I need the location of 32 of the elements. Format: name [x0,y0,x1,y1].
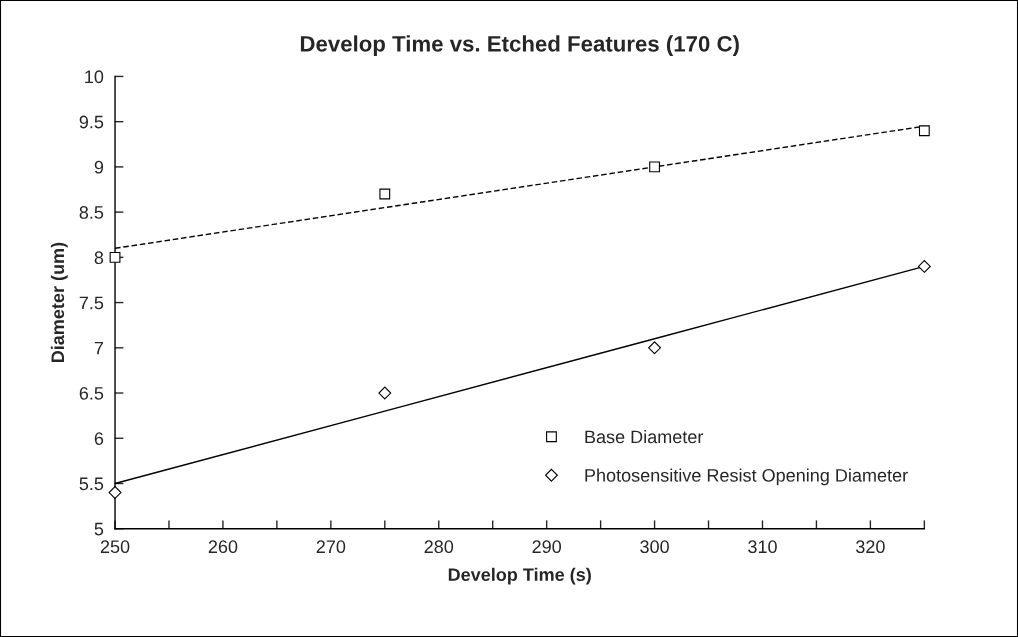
point [379,188,391,200]
chart-title: Develop Time vs. Etched Features (170 C) [300,35,739,57]
point [649,161,660,173]
y-tick-label: 9 [94,160,104,174]
y-tick-label: 7.5 [79,296,104,310]
point [109,251,121,263]
x-tick-label: 260 [208,540,238,554]
x-tick-label: 250 [100,540,130,554]
point [648,341,662,355]
point [108,486,122,499]
x-tick-label: 300 [640,540,669,554]
legend-label: Base Diameter [585,429,704,444]
y-tick-label: 8.5 [79,206,104,219]
y-tick-label: 8 [94,251,104,265]
point [917,259,931,273]
x-tick-label: 320 [856,540,885,554]
y-tick-label: 9.5 [79,115,104,129]
y-axis-title: Diameter (um) [50,242,68,363]
y-tick-label: 6 [94,432,104,445]
legend-label: Photosensitive Resist Opening Diameter [585,468,908,486]
point [378,386,392,400]
x-tick-label: 270 [316,540,346,554]
x-tick-label: 310 [748,540,777,554]
point [918,125,930,137]
x-tick-label: 280 [424,540,454,554]
y-tick-label: 5.5 [79,477,104,491]
y-tick-label: 5 [94,522,104,536]
x-axis-title: Develop Time (s) [448,567,591,585]
x-tick-label: 290 [532,540,562,554]
y-tick-label: 7 [94,341,104,355]
y-tick-label: 6.5 [79,386,104,400]
y-tick-label: 10 [85,70,104,84]
